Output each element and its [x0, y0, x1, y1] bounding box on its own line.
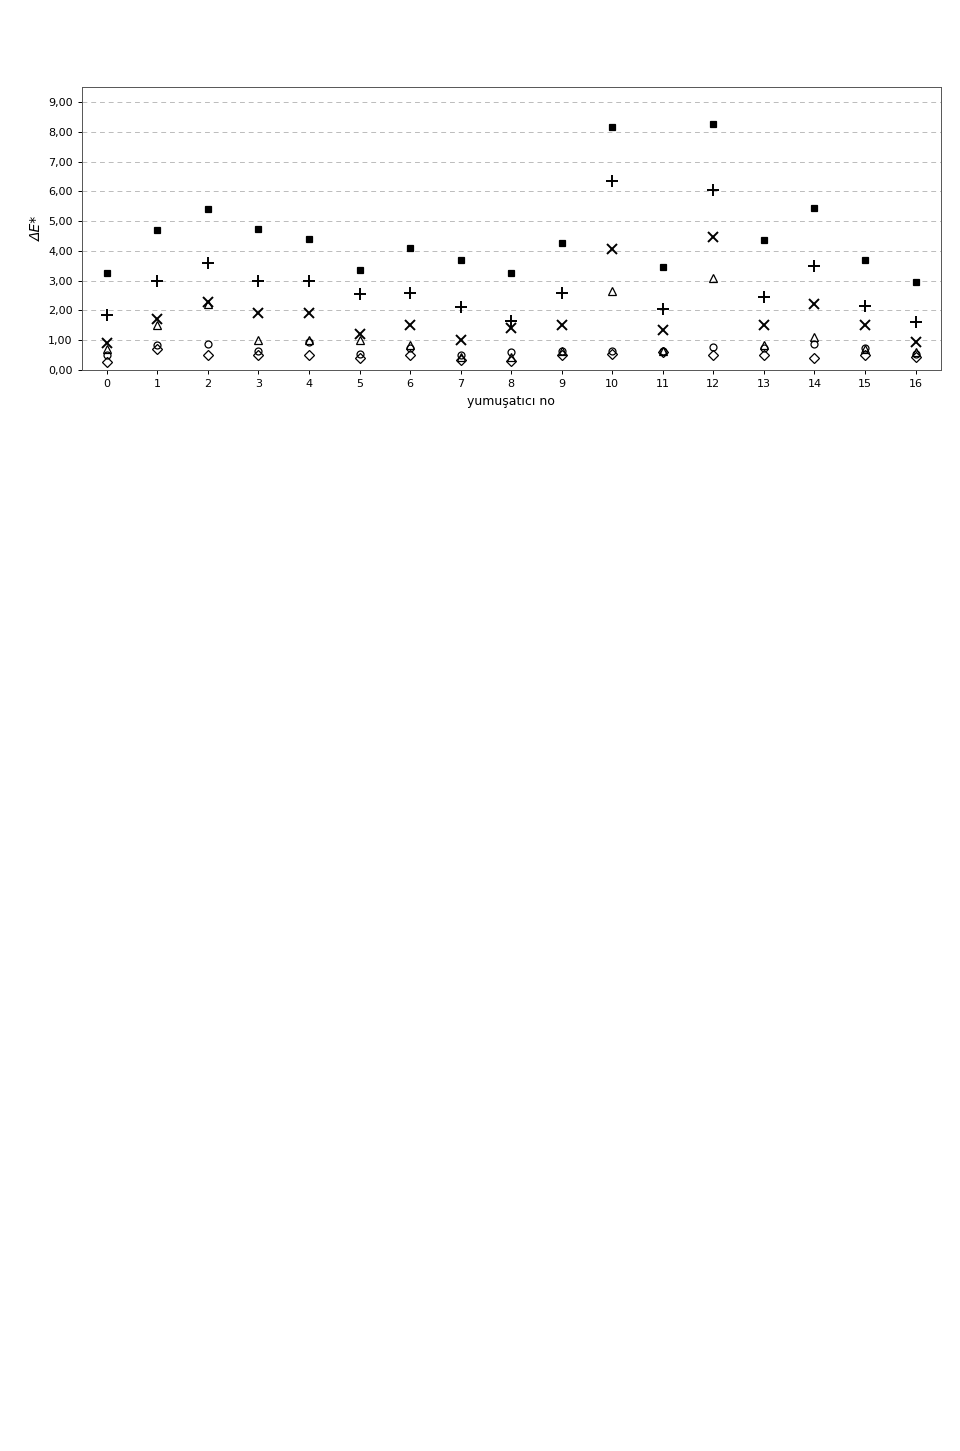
- Y-axis label: ΔE*: ΔE*: [30, 216, 44, 241]
- X-axis label: yumuşatıcı no: yumuşatıcı no: [468, 395, 555, 408]
